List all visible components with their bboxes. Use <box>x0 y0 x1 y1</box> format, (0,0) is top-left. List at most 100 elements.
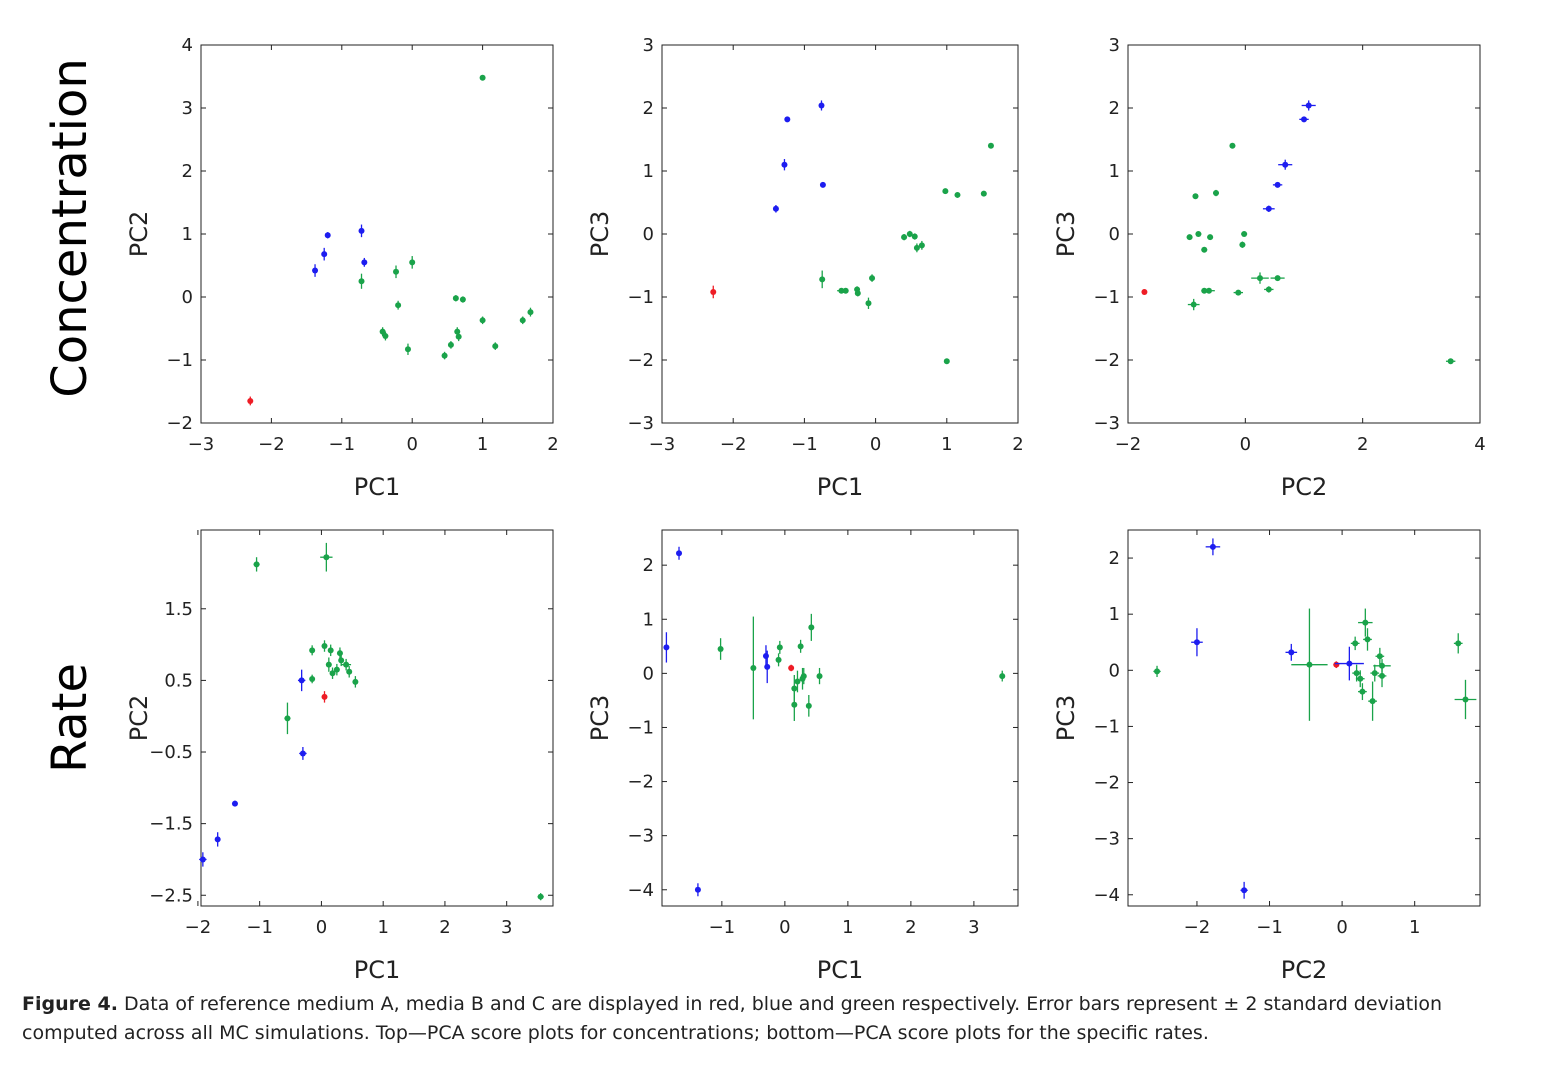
x-tick-label: 2 <box>1012 434 1023 455</box>
y-tick-label: −1.5 <box>149 814 193 835</box>
x-tick-label: −2 <box>1115 434 1142 455</box>
data-point <box>775 653 782 667</box>
marker <box>325 661 332 668</box>
marker <box>1192 193 1199 200</box>
data-point <box>346 666 353 678</box>
marker <box>329 670 336 677</box>
marker <box>1154 668 1161 675</box>
data-point <box>253 557 260 572</box>
data-point <box>327 644 334 657</box>
y-tick-label: −4 <box>627 880 654 901</box>
data-point <box>333 663 340 676</box>
x-tick-label: 0 <box>1336 917 1347 938</box>
caption-label: Figure 4. <box>22 993 118 1015</box>
marker <box>519 317 526 324</box>
marker <box>1379 672 1386 679</box>
marker <box>1447 358 1454 365</box>
y-tick-label: 2 <box>643 555 654 576</box>
plot-rate-pc1-pc3: −1 0 1 2 3 −4 −3 −2 −1 0 1 2 PC1 PC3 <box>586 529 1019 984</box>
marker <box>1205 287 1212 294</box>
marker <box>358 227 365 234</box>
y-tick-label: −4 <box>1093 885 1120 906</box>
marker <box>987 142 994 149</box>
marker <box>321 693 328 700</box>
y-tick-label: −1 <box>1093 287 1120 308</box>
marker <box>336 650 343 657</box>
data-point <box>1278 159 1293 170</box>
marker <box>324 232 331 239</box>
marker <box>312 267 319 274</box>
x-tick-label: 1 <box>1409 917 1420 938</box>
y-tick-label: 3 <box>182 98 193 119</box>
caption-text: Data of reference medium A, media B and … <box>22 993 1443 1044</box>
data-point <box>325 657 332 672</box>
y-tick-label: −3 <box>1093 413 1120 434</box>
data-point <box>199 852 207 867</box>
marker <box>253 561 260 568</box>
marker <box>1235 289 1242 296</box>
y-tick-label: −2 <box>1093 773 1120 794</box>
marker <box>954 191 961 198</box>
marker <box>784 116 791 123</box>
marker <box>805 702 812 709</box>
x-tick-label: 2 <box>547 434 558 455</box>
marker <box>980 190 987 197</box>
marker <box>441 352 448 359</box>
marker <box>1257 275 1263 282</box>
data-point <box>1195 231 1202 237</box>
marker <box>762 653 769 660</box>
y-axis-label: PC3 <box>1052 695 1080 742</box>
data-point <box>911 233 918 240</box>
marker <box>382 333 389 340</box>
data-point <box>954 191 961 198</box>
data-point <box>404 343 411 355</box>
marker <box>781 161 788 168</box>
x-tick-label: 1 <box>941 434 952 455</box>
marker <box>717 646 724 653</box>
data-point <box>663 632 670 663</box>
y-tick-label: 2 <box>643 98 654 119</box>
marker <box>321 251 328 258</box>
x-tick-label: −3 <box>649 434 676 455</box>
data-point <box>980 190 987 197</box>
marker <box>818 102 825 109</box>
marker <box>1346 660 1353 667</box>
x-tick-label: −2 <box>185 917 212 938</box>
data-point <box>341 658 352 671</box>
marker <box>750 664 757 671</box>
x-axis-label: PC1 <box>817 473 864 501</box>
data-point <box>479 316 486 325</box>
plot-rate-pc1-pc2: −2 −1 0 1 2 3 −2.5 −1.5 −0.5 0.5 1.5 PC1 PC2 <box>125 529 554 984</box>
data-point <box>284 702 291 735</box>
marker <box>869 275 876 282</box>
data-point <box>1229 142 1236 149</box>
data-point <box>321 691 328 703</box>
y-tick-label: 1 <box>1109 161 1120 182</box>
x-tick-label: 1 <box>377 917 388 938</box>
data-point <box>452 295 459 302</box>
marker <box>346 668 353 675</box>
data-point <box>537 893 544 901</box>
data-point <box>321 640 328 652</box>
data-point <box>791 688 798 721</box>
data-point <box>214 832 221 847</box>
plot-frame <box>1127 529 1481 907</box>
marker <box>1274 181 1281 188</box>
x-tick-label: −2 <box>258 434 285 455</box>
data-point <box>1233 289 1243 296</box>
data-point <box>1272 181 1283 188</box>
plot-frame <box>1127 44 1481 424</box>
data-point <box>379 327 386 337</box>
figure-caption: Figure 4. Data of reference medium A, me… <box>22 990 1522 1048</box>
data-point <box>527 307 534 317</box>
marker <box>999 673 1006 680</box>
x-axis-label: PC1 <box>354 956 401 984</box>
marker <box>284 715 291 722</box>
data-point <box>999 670 1006 682</box>
marker <box>1362 619 1369 626</box>
marker <box>1274 275 1281 282</box>
data-point <box>772 205 779 213</box>
x-tick-label: −1 <box>329 434 356 455</box>
data-point <box>1445 358 1456 365</box>
data-point <box>1363 628 1372 651</box>
